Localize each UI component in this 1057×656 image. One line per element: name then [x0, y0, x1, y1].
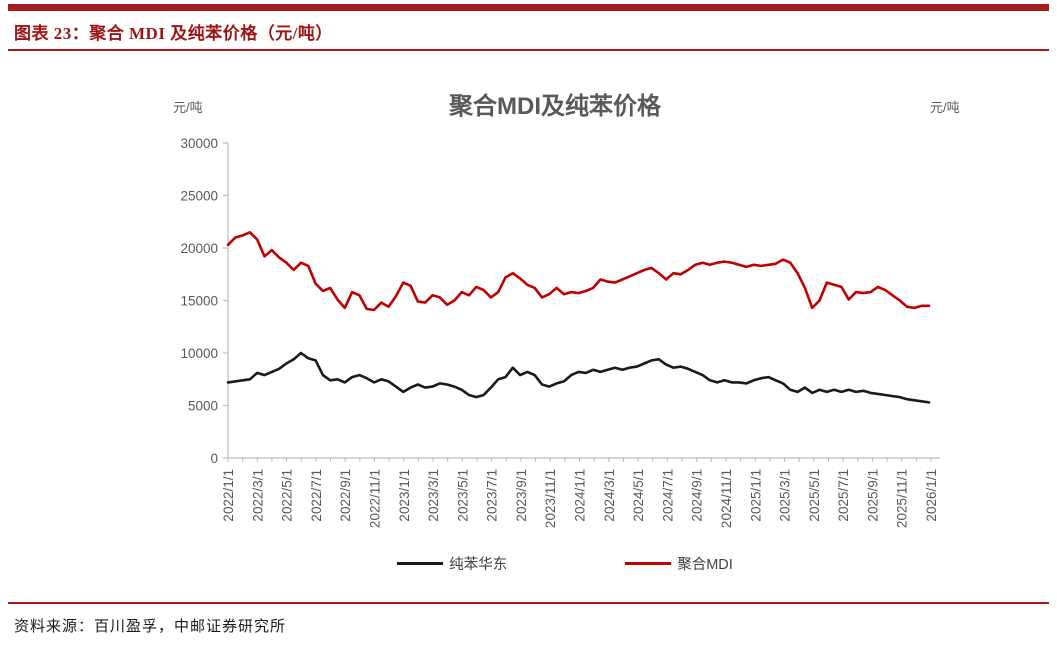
y-axis-unit-right: 元/吨 — [930, 100, 960, 115]
x-tick-label: 2024/7/1 — [660, 469, 675, 522]
chart-title: 聚合MDI及纯苯价格 — [449, 93, 661, 120]
x-tick-label: 2022/11/1 — [367, 469, 382, 528]
series-line-聚合MDI — [226, 231, 931, 312]
x-tick-label: 2024/5/1 — [631, 469, 646, 522]
x-tick-label: 2023/3/1 — [426, 469, 441, 522]
legend-line-black — [397, 562, 444, 565]
y-tick-label: 20000 — [180, 241, 218, 256]
x-tick-label: 2022/7/1 — [309, 469, 324, 522]
x-tick-label: 2026/1/1 — [924, 469, 939, 522]
y-tick-label: 30000 — [180, 136, 218, 151]
source-text: 资料来源：百川盈孚，中邮证券研究所 — [14, 619, 287, 635]
x-tick-label: 2023/1/1 — [397, 469, 412, 522]
x-tick-label: 2024/1/1 — [573, 469, 588, 522]
x-tick-label: 2025/7/1 — [836, 469, 851, 522]
x-tick-label: 2023/5/1 — [455, 469, 470, 522]
y-tick-label: 25000 — [180, 189, 218, 204]
chart-legend: 纯苯华东 聚合MDI — [170, 553, 960, 574]
x-tick-label: 2022/1/1 — [221, 469, 236, 522]
x-tick-label: 2025/5/1 — [807, 469, 822, 522]
y-axis-unit-left: 元/吨 — [173, 100, 203, 115]
x-tick-label: 2022/5/1 — [280, 469, 295, 522]
x-tick-label: 2025/9/1 — [865, 469, 880, 522]
header-rule-thick — [8, 4, 1049, 11]
legend-item-mdi: 聚合MDI — [625, 553, 733, 574]
footer-rule — [8, 602, 1049, 604]
x-tick-label: 2025/1/1 — [748, 469, 763, 522]
legend-line-red — [625, 562, 672, 565]
legend-item-pure-benzene: 纯苯华东 — [397, 553, 507, 574]
x-tick-label: 2022/3/1 — [250, 469, 265, 522]
legend-label-mdi: 聚合MDI — [677, 557, 733, 573]
x-tick-label: 2023/9/1 — [514, 469, 529, 522]
header-rule-thin — [8, 49, 1049, 51]
x-tick-label: 2025/3/1 — [778, 469, 793, 522]
y-tick-label: 15000 — [180, 294, 218, 309]
x-tick-label: 2023/11/1 — [543, 469, 558, 528]
legend-label-pure-benzene: 纯苯华东 — [449, 557, 508, 573]
x-tick-label: 2022/9/1 — [338, 469, 353, 522]
y-tick-label: 10000 — [180, 346, 218, 361]
x-tick-label: 2025/11/1 — [895, 469, 910, 528]
y-tick-label: 0 — [210, 451, 218, 466]
series-line-纯苯华东 — [226, 351, 931, 404]
x-tick-label: 2024/3/1 — [602, 469, 617, 522]
x-tick-label: 2023/7/1 — [485, 469, 500, 522]
x-tick-label: 2024/11/1 — [719, 469, 734, 528]
y-tick-label: 5000 — [188, 399, 218, 414]
x-tick-label: 2024/9/1 — [690, 469, 705, 522]
figure-caption: 图表 23：聚合 MDI 及纯苯价格（元/吨） — [14, 24, 333, 43]
